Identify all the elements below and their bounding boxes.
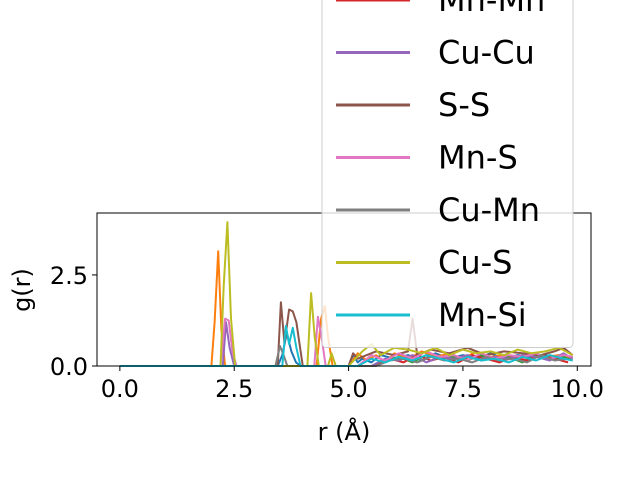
legend: Mn-Mn Cu-Cu S-S Mn-S Cu-Mn Cu-S Mn-Si: [321, 0, 574, 348]
x-tick-label: 7.5: [444, 375, 482, 403]
x-tick-label: 5.0: [329, 375, 367, 403]
legend-box: [321, 0, 574, 348]
x-tick-label: 10.0: [551, 375, 604, 403]
legend-entry-label: Mn-Si: [438, 296, 527, 334]
y-axis-label: g(r): [8, 268, 36, 312]
x-tick-label: 2.5: [215, 375, 253, 403]
legend-entry-label: Mn-Mn: [438, 0, 545, 19]
x-axis: 0.0 2.5 5.0 7.5 10.0: [101, 366, 604, 403]
legend-entry-label: Cu-Cu: [438, 34, 535, 72]
y-tick-label: 0.0: [50, 353, 88, 381]
x-tick-label: 0.0: [101, 375, 139, 403]
x-axis-label: r (Å): [318, 417, 371, 446]
y-axis: 0.0 2.5: [50, 262, 97, 381]
legend-entry-label: Cu-S: [438, 244, 512, 282]
legend-entry-label: S-S: [438, 86, 490, 124]
legend-entry-label: Mn-S: [438, 139, 518, 177]
y-tick-label: 2.5: [50, 262, 88, 290]
legend-entry-label: Cu-Mn: [438, 191, 540, 229]
series-line-9: [119, 324, 573, 367]
